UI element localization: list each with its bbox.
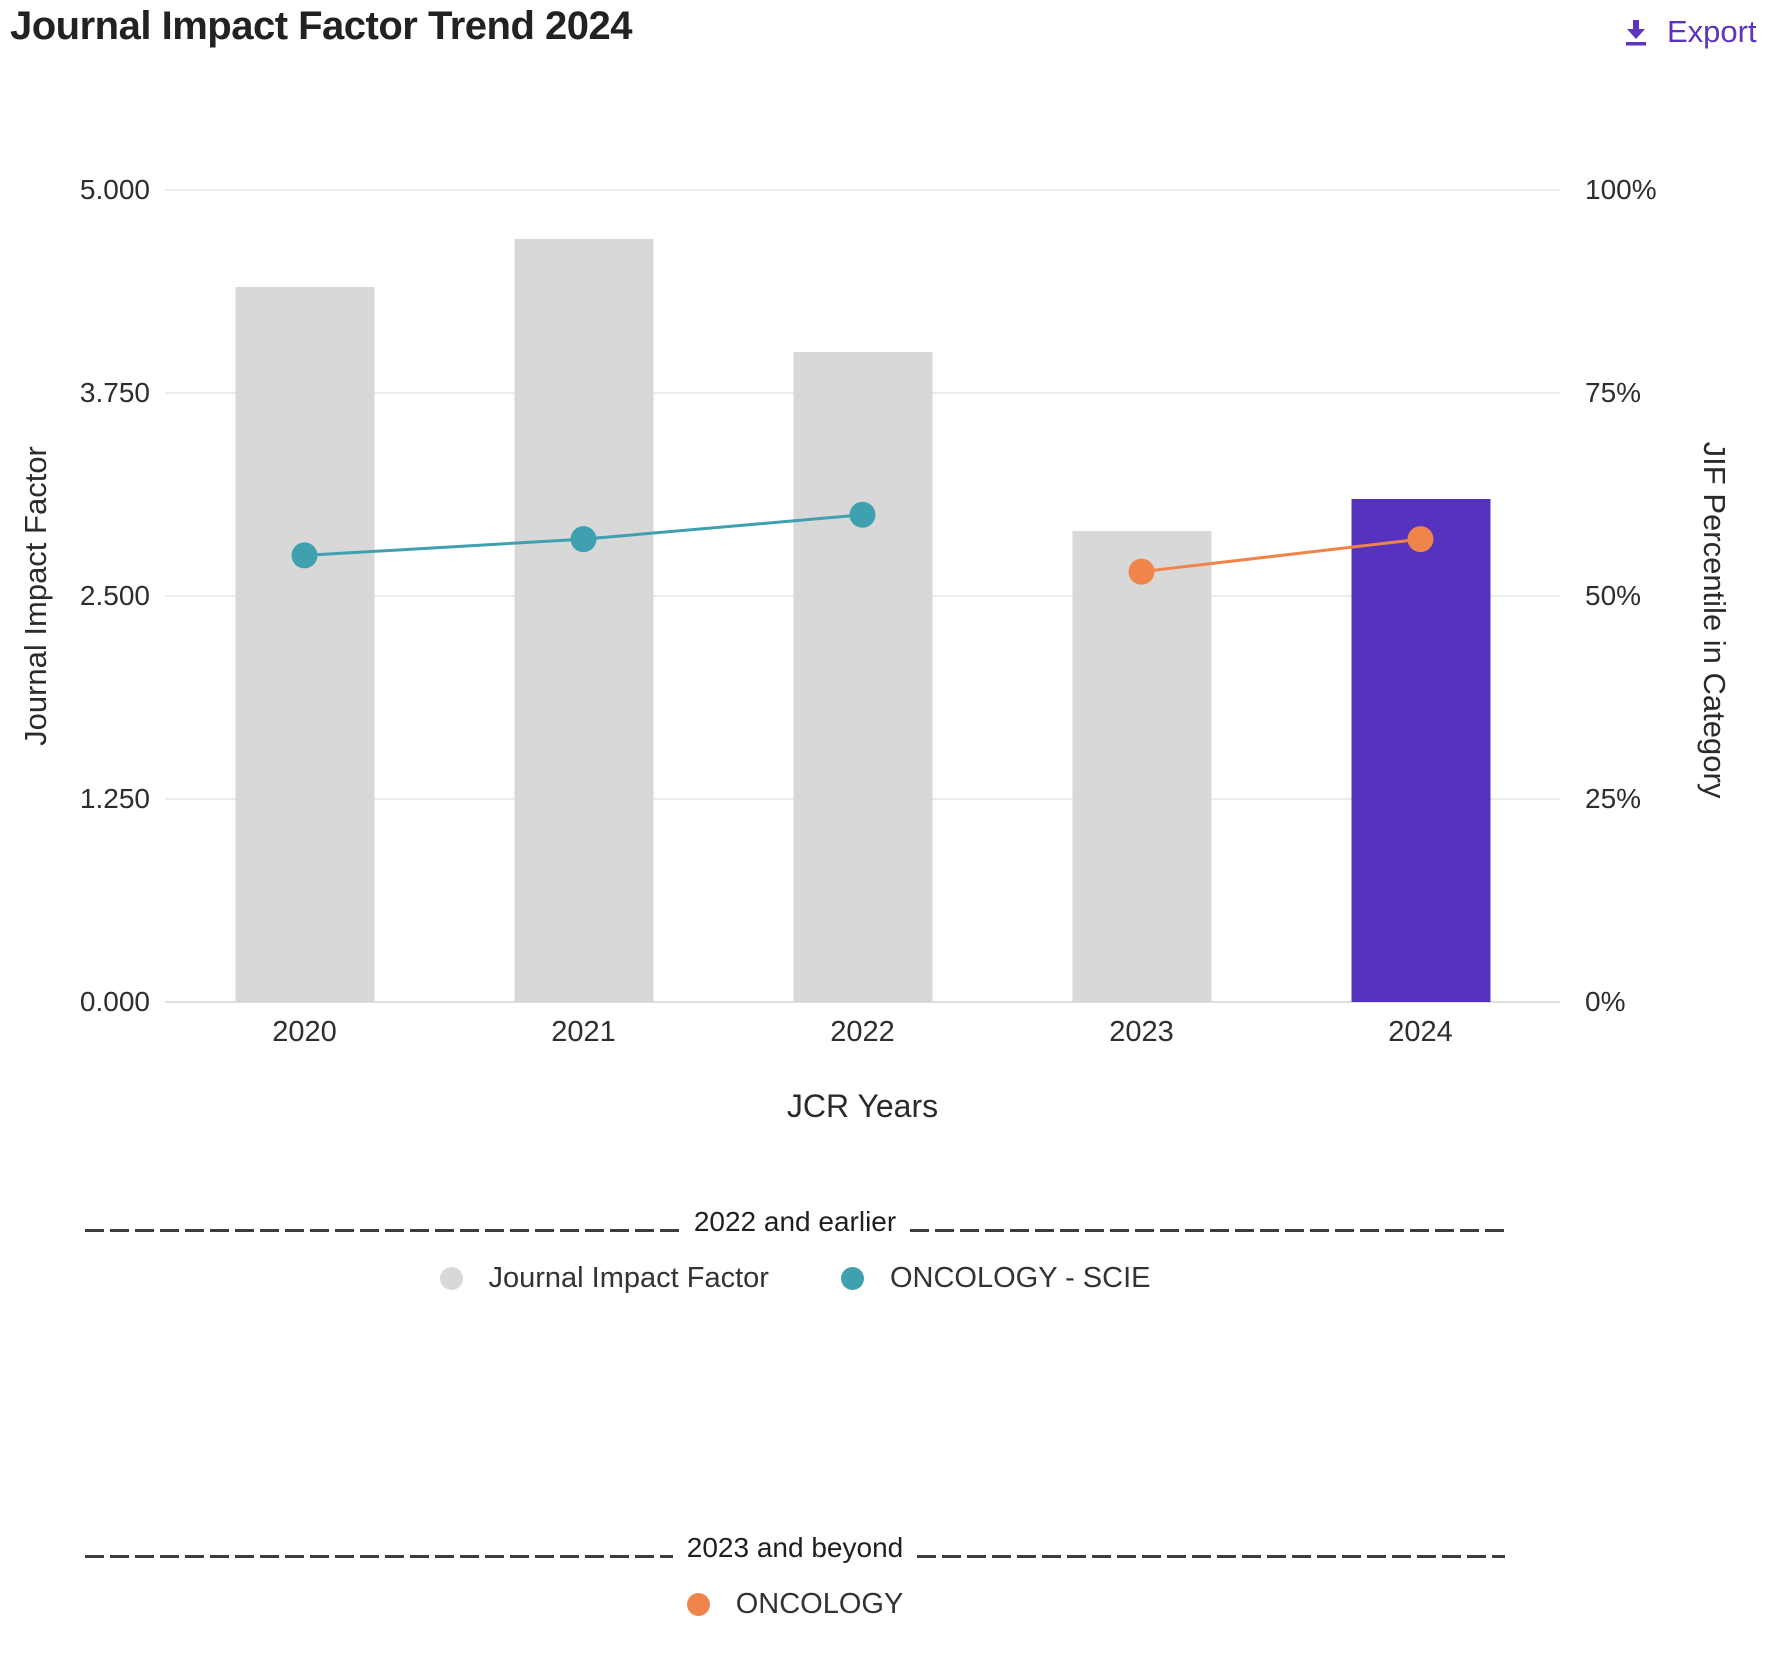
bar-slot	[723, 190, 1002, 1002]
legend-section-2: 2023 and beyond ONCOLOGY	[85, 1532, 1505, 1621]
divider-line	[85, 1229, 680, 1232]
x-axis-ticks: 2020 2021 2022 2023 2024	[165, 1016, 1560, 1049]
left-axis-tick: 5.000	[79, 174, 150, 205]
bar-slot	[165, 190, 444, 1002]
left-axis-tick: 0.000	[79, 986, 150, 1017]
x-axis-title: JCR Years	[786, 1088, 939, 1124]
bar-slot	[1002, 190, 1281, 1002]
legend-divider: 2023 and beyond	[85, 1532, 1505, 1564]
legend-dot	[686, 1593, 710, 1616]
export-button-label: Export	[1667, 14, 1757, 49]
right-axis-ticks: 0% 25% 50% 75% 100%	[1585, 174, 1772, 1017]
data-point[interactable]	[1407, 526, 1434, 553]
legend-section-title: 2023 and beyond	[686, 1532, 904, 1563]
bar-2023[interactable]	[1072, 531, 1211, 1002]
right-axis-tick: 0%	[1585, 986, 1626, 1017]
data-point[interactable]	[570, 526, 597, 553]
right-axis-tick: 50%	[1585, 580, 1642, 611]
x-axis-tick: 2024	[1388, 1016, 1453, 1048]
legend-item[interactable]: ONCOLOGY	[686, 1588, 904, 1621]
page-title: Journal Impact Factor Trend 2024	[10, 4, 633, 48]
bar-slot	[1281, 190, 1560, 1002]
data-point[interactable]	[1128, 558, 1155, 585]
bar-2022[interactable]	[793, 352, 932, 1002]
left-axis-tick: 3.750	[79, 377, 150, 408]
legend-items: ONCOLOGY	[85, 1588, 1505, 1621]
legend-dot	[840, 1267, 864, 1290]
legend-item[interactable]: Journal Impact Factor	[439, 1262, 769, 1295]
legend-divider: 2022 and earlier	[85, 1206, 1505, 1238]
gridline	[165, 1001, 1560, 1003]
x-axis-tick: 2021	[551, 1016, 616, 1048]
data-point[interactable]	[849, 501, 876, 528]
legend-label: Journal Impact Factor	[488, 1262, 769, 1294]
left-axis-tick: 2.500	[79, 580, 150, 611]
bar-slot	[444, 190, 723, 1002]
divider-line	[85, 1555, 673, 1558]
plot-area	[165, 189, 1560, 1003]
left-axis-ticks: 0.000 1.250 2.500 3.750 5.000	[0, 174, 150, 1017]
x-axis-tick: 2023	[1109, 1016, 1174, 1048]
left-axis-tick: 1.250	[79, 783, 150, 814]
download-icon	[1622, 18, 1650, 46]
legend-items: Journal Impact Factor ONCOLOGY - SCIE	[85, 1262, 1505, 1295]
right-axis-tick: 75%	[1585, 377, 1642, 408]
right-axis-tick: 25%	[1585, 783, 1642, 814]
legend-item[interactable]: ONCOLOGY - SCIE	[840, 1262, 1151, 1295]
bar-2020[interactable]	[235, 287, 374, 1002]
bars	[165, 190, 1560, 1002]
line-overlay	[291, 501, 1434, 585]
gridline	[165, 189, 1560, 191]
legend-section-1: 2022 and earlier Journal Impact Factor ONC…	[85, 1206, 1505, 1295]
x-axis-tick: 2022	[830, 1016, 895, 1048]
bar-2024[interactable]	[1351, 498, 1490, 1002]
legend-label: ONCOLOGY - SCIE	[889, 1262, 1151, 1294]
legend-dot	[439, 1267, 463, 1290]
trend-line	[1141, 537, 1421, 574]
bar-2021[interactable]	[514, 238, 653, 1002]
export-button[interactable]: Export	[1622, 14, 1757, 50]
divider-line	[917, 1555, 1505, 1558]
right-axis-tick: 100%	[1585, 174, 1657, 205]
legend-section-title: 2022 and earlier	[693, 1206, 897, 1237]
x-axis-tick: 2020	[272, 1016, 337, 1048]
divider-line	[910, 1229, 1505, 1232]
data-point[interactable]	[291, 542, 318, 569]
legend-label: ONCOLOGY	[735, 1588, 904, 1620]
